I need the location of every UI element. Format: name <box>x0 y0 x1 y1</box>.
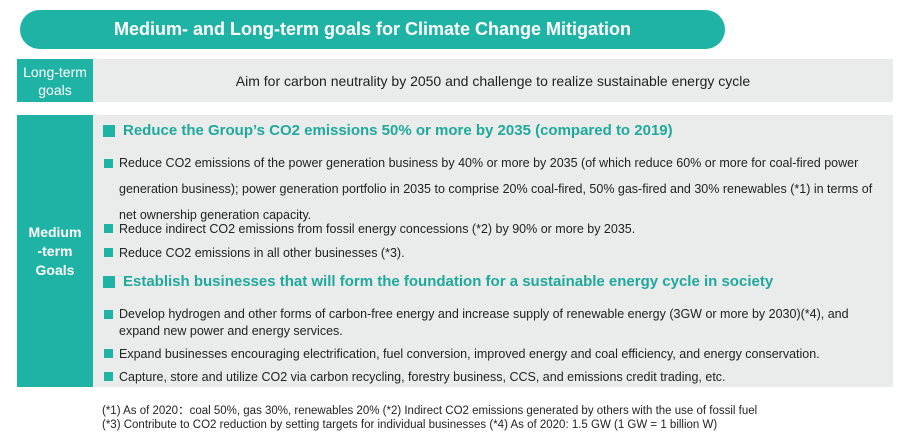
list-item: Reduce CO2 emissions in all other busine… <box>104 244 884 262</box>
medium-term-label-text: Medium -term Goals <box>28 223 82 278</box>
list-item: Reduce CO2 emissions of the power genera… <box>104 150 884 228</box>
page-title: Medium- and Long-term goals for Climate … <box>20 10 725 49</box>
list-item: Reduce indirect CO2 emissions from fossi… <box>104 220 884 238</box>
long-term-label: Long-term goals <box>17 59 93 102</box>
long-term-goal: Aim for carbon neutrality by 2050 and ch… <box>93 59 893 102</box>
list-item-text: Capture, store and utilize CO2 via carbo… <box>119 370 726 384</box>
medium-term-goals: Reduce the Group’s CO2 emissions 50% or … <box>93 115 893 387</box>
teal-square-icon <box>103 275 115 288</box>
long-term-label-text: Long-term goals <box>23 63 87 98</box>
section-heading-emissions: Reduce the Group’s CO2 emissions 50% or … <box>103 122 673 139</box>
list-item: Develop hydrogen and other forms of carb… <box>104 306 884 340</box>
bullet-square-icon <box>104 372 113 381</box>
section-heading-text: Reduce the Group’s CO2 emissions 50% or … <box>123 122 673 139</box>
medium-term-label: Medium -term Goals <box>17 115 93 387</box>
section-heading-text: Establish businesses that will form the … <box>123 273 774 290</box>
footnotes: (*1) As of 2020：coal 50%, gas 30%, renew… <box>102 404 757 432</box>
list-item-text: Develop hydrogen and other forms of carb… <box>119 307 849 338</box>
list-item-text: Reduce CO2 emissions in all other busine… <box>119 246 405 260</box>
list-item-text: Reduce indirect CO2 emissions from fossi… <box>119 222 636 236</box>
footnote: (*1) As of 2020：coal 50%, gas 30%, renew… <box>102 405 758 417</box>
long-term-goal-text: Aim for carbon neutrality by 2050 and ch… <box>235 72 751 89</box>
list-item: Expand businesses encouraging electrific… <box>104 345 884 363</box>
bullet-square-icon <box>104 349 113 358</box>
list-item: Capture, store and utilize CO2 via carbo… <box>104 368 884 386</box>
bullet-square-icon <box>104 224 113 233</box>
bullet-square-icon <box>104 159 113 168</box>
teal-square-icon <box>103 124 115 137</box>
list-item-text: Reduce CO2 emissions of the power genera… <box>119 156 873 222</box>
bullet-square-icon <box>104 248 113 257</box>
footnote: (*3) Contribute to CO2 reduction by sett… <box>102 419 718 431</box>
title-text: Medium- and Long-term goals for Climate … <box>113 19 631 39</box>
section-heading-businesses: Establish businesses that will form the … <box>103 273 773 290</box>
bullet-square-icon <box>104 310 113 319</box>
list-item-text: Expand businesses encouraging electrific… <box>119 347 820 361</box>
